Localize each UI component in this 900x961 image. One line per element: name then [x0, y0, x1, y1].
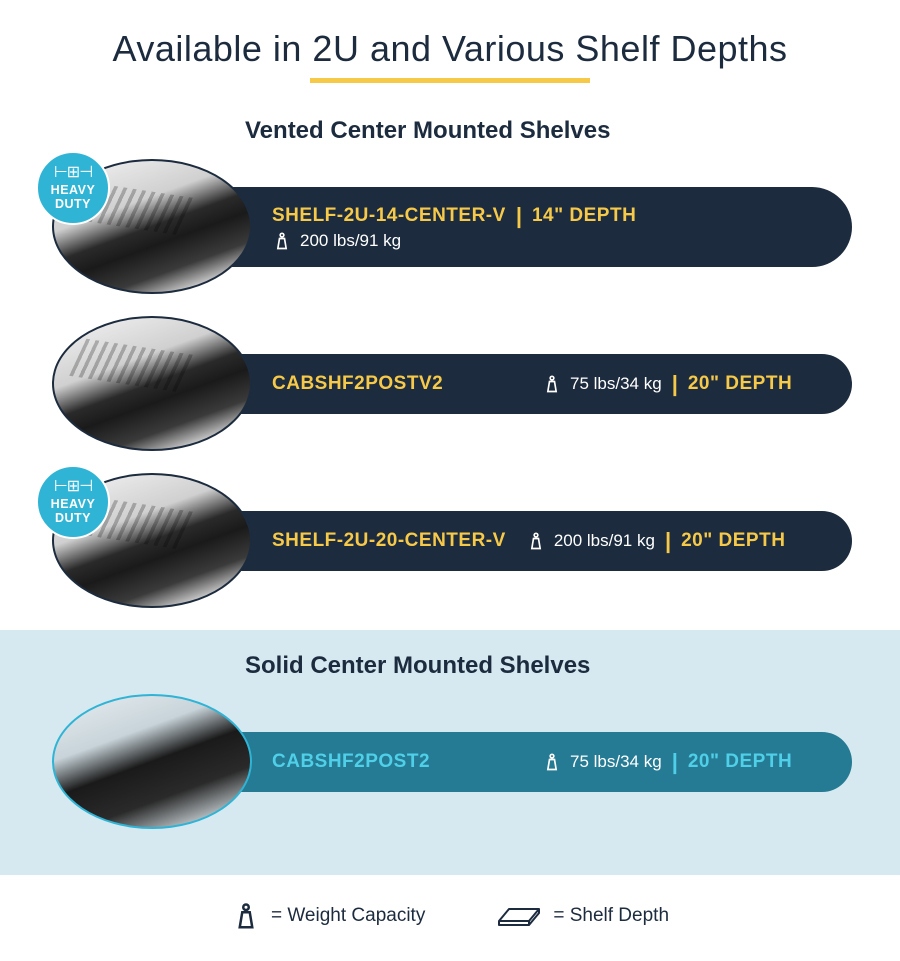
product-weight: 200 lbs/91 kg — [554, 531, 655, 551]
product-row: ⊢⊞⊣ HEAVY DUTY SHELF-2U-20-CENTER-V 200 … — [0, 473, 900, 608]
vent-pattern — [69, 339, 196, 392]
product-weight: 75 lbs/34 kg — [570, 752, 662, 772]
product-sku: SHELF-2U-14-CENTER-V — [272, 205, 506, 227]
weight-group: 75 lbs/34 kg — [542, 752, 662, 772]
product-sku: CABSHF2POSTV2 — [272, 373, 492, 395]
product-weight: 75 lbs/34 kg — [570, 374, 662, 394]
product-sku: SHELF-2U-20-CENTER-V — [272, 530, 506, 552]
weight-icon — [272, 231, 292, 251]
product-bar: CABSHF2POSTV2 75 lbs/34 kg | 20" DEPTH — [162, 354, 852, 414]
title-underline — [310, 78, 590, 83]
weight-icon — [542, 374, 562, 394]
weight-group: 75 lbs/34 kg — [542, 374, 662, 394]
product-row: CABSHF2POSTV2 75 lbs/34 kg | 20" DEPTH — [0, 316, 900, 451]
divider: | — [672, 749, 678, 775]
divider: | — [665, 528, 671, 554]
product-image — [52, 694, 252, 829]
legend-weight-label: = Weight Capacity — [271, 905, 425, 927]
solid-section: Solid Center Mounted Shelves CABSHF2POST… — [0, 630, 900, 875]
dumbbell-icon: ⊢⊞⊣ — [54, 479, 92, 495]
product-weight: 200 lbs/91 kg — [300, 231, 401, 251]
product-depth: 20" DEPTH — [681, 530, 785, 552]
product-depth: 14" DEPTH — [532, 205, 636, 227]
dumbbell-icon: ⊢⊞⊣ — [54, 165, 92, 181]
product-bar: SHELF-2U-14-CENTER-V | 14" DEPTH 200 lbs… — [162, 187, 852, 267]
solid-section-title: Solid Center Mounted Shelves — [245, 630, 900, 680]
product-bar: SHELF-2U-20-CENTER-V 200 lbs/91 kg | 20"… — [162, 511, 852, 571]
weight-icon — [231, 901, 261, 931]
shelf-icon — [495, 901, 543, 931]
product-sku: CABSHF2POST2 — [272, 751, 492, 773]
badge-line1: HEAVY — [51, 497, 96, 511]
vented-section-title: Vented Center Mounted Shelves — [245, 117, 900, 145]
product-depth: 20" DEPTH — [688, 373, 792, 395]
badge-line2: DUTY — [55, 511, 91, 525]
product-depth: 20" DEPTH — [688, 751, 792, 773]
legend: = Weight Capacity = Shelf Depth — [0, 875, 900, 961]
badge-line1: HEAVY — [51, 183, 96, 197]
divider: | — [672, 371, 678, 397]
heavy-duty-badge: ⊢⊞⊣ HEAVY DUTY — [36, 151, 110, 225]
weight-group: 200 lbs/91 kg — [272, 231, 816, 251]
product-bar: CABSHF2POST2 75 lbs/34 kg | 20" DEPTH — [162, 732, 852, 792]
divider: | — [516, 203, 522, 229]
header: Available in 2U and Various Shelf Depths — [0, 0, 900, 93]
product-row: CABSHF2POST2 75 lbs/34 kg | 20" DEPTH — [0, 694, 900, 829]
product-image — [52, 316, 252, 451]
weight-group: 200 lbs/91 kg — [526, 531, 655, 551]
badge-line2: DUTY — [55, 197, 91, 211]
heavy-duty-badge: ⊢⊞⊣ HEAVY DUTY — [36, 465, 110, 539]
legend-depth: = Shelf Depth — [495, 901, 669, 931]
page-title: Available in 2U and Various Shelf Depths — [0, 28, 900, 70]
legend-weight: = Weight Capacity — [231, 901, 425, 931]
product-row: ⊢⊞⊣ HEAVY DUTY SHELF-2U-14-CENTER-V | 14… — [0, 159, 900, 294]
legend-depth-label: = Shelf Depth — [553, 905, 669, 927]
weight-icon — [526, 531, 546, 551]
weight-icon — [542, 752, 562, 772]
